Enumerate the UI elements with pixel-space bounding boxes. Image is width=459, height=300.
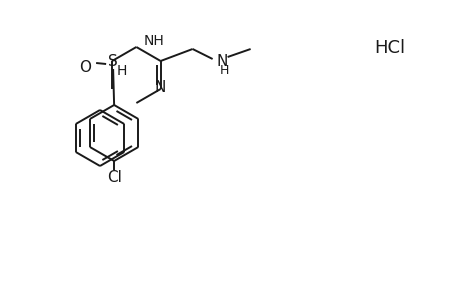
Text: N: N	[217, 53, 228, 68]
Text: Cl: Cl	[106, 170, 121, 185]
Text: HCl: HCl	[374, 39, 405, 57]
Text: N: N	[155, 80, 166, 95]
Text: O: O	[79, 59, 91, 74]
Text: H: H	[219, 64, 229, 76]
Text: NH: NH	[143, 34, 164, 48]
Text: H: H	[117, 64, 127, 78]
Text: S: S	[108, 55, 118, 70]
